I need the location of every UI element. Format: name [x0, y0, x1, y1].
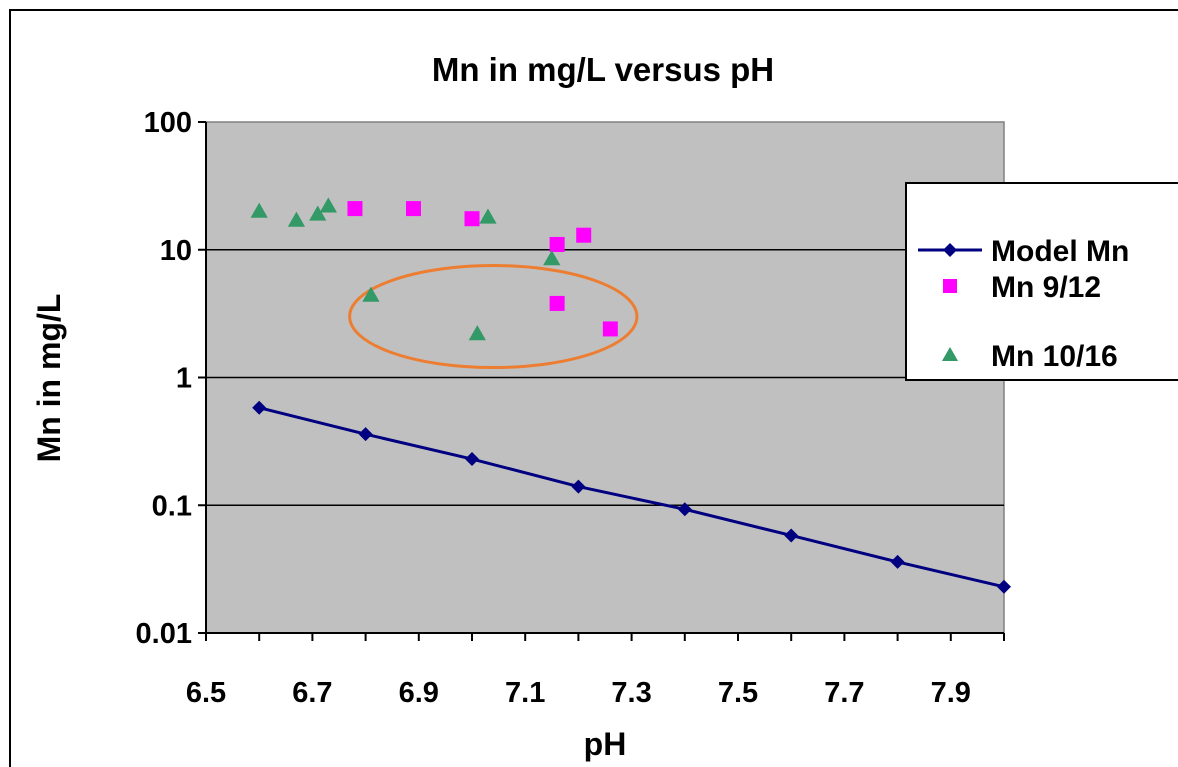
data-point	[464, 211, 480, 227]
legend-label: Model Mn	[991, 235, 1129, 268]
y-tick-label: 1	[176, 363, 192, 395]
data-point	[784, 528, 799, 543]
data-point	[479, 208, 497, 224]
y-tick-label: 10	[160, 235, 192, 267]
data-point	[465, 452, 479, 467]
x-tick-label: 7.3	[611, 677, 651, 709]
gridlines	[206, 249, 1004, 506]
data-point	[890, 554, 905, 569]
legend-label: Mn 10/16	[991, 340, 1118, 373]
x-tick-label: 6.9	[399, 677, 439, 709]
y-axis-label: Mn in mg/L	[31, 294, 67, 463]
legend-marker	[943, 243, 957, 257]
data-point	[250, 202, 268, 218]
x-tick-label: 7.1	[505, 677, 545, 709]
legend-marker	[941, 346, 959, 362]
data-point	[309, 205, 327, 221]
x-tick-label: 7.7	[824, 677, 864, 709]
data-point	[602, 321, 618, 337]
data-point	[287, 211, 306, 227]
series-3	[250, 197, 561, 341]
data-point	[549, 295, 565, 311]
data-point	[252, 400, 267, 415]
series-layer	[250, 197, 1011, 594]
data-point	[358, 427, 373, 442]
data-point	[543, 250, 561, 266]
x-tick-label: 7.5	[718, 677, 758, 709]
y-tick-label: 100	[144, 107, 192, 139]
legend-marker	[943, 279, 957, 293]
data-point	[362, 286, 380, 302]
data-point	[319, 197, 337, 213]
legend-label: Mn 9/12	[991, 271, 1101, 304]
data-point	[405, 201, 421, 217]
x-tick-label: 6.5	[186, 677, 226, 709]
data-point	[468, 325, 486, 341]
data-point	[677, 502, 692, 517]
y-tick-label: 0.1	[152, 490, 192, 522]
data-point	[571, 479, 586, 494]
data-point	[997, 579, 1011, 594]
annotation-ellipse	[348, 264, 639, 370]
x-tick-labels: 6.5 6.7 6.9 7.1 7.3 7.5 7.7 7.9	[186, 677, 971, 709]
y-tick-labels: 0.01 0.1 1 10 100	[136, 107, 192, 650]
data-point	[549, 236, 565, 252]
y-tick-label: 0.01	[136, 618, 192, 650]
x-axis-label: pH	[584, 726, 627, 762]
series-2	[347, 201, 618, 337]
x-tick-label: 6.7	[292, 677, 332, 709]
data-point	[347, 201, 363, 217]
x-tick-label: 7.9	[931, 677, 971, 709]
data-point	[576, 227, 592, 243]
series-line	[258, 406, 1005, 589]
axes	[198, 121, 1005, 641]
chart-title: Mn in mg/L versus pH	[432, 51, 774, 88]
series-1	[252, 400, 1011, 594]
